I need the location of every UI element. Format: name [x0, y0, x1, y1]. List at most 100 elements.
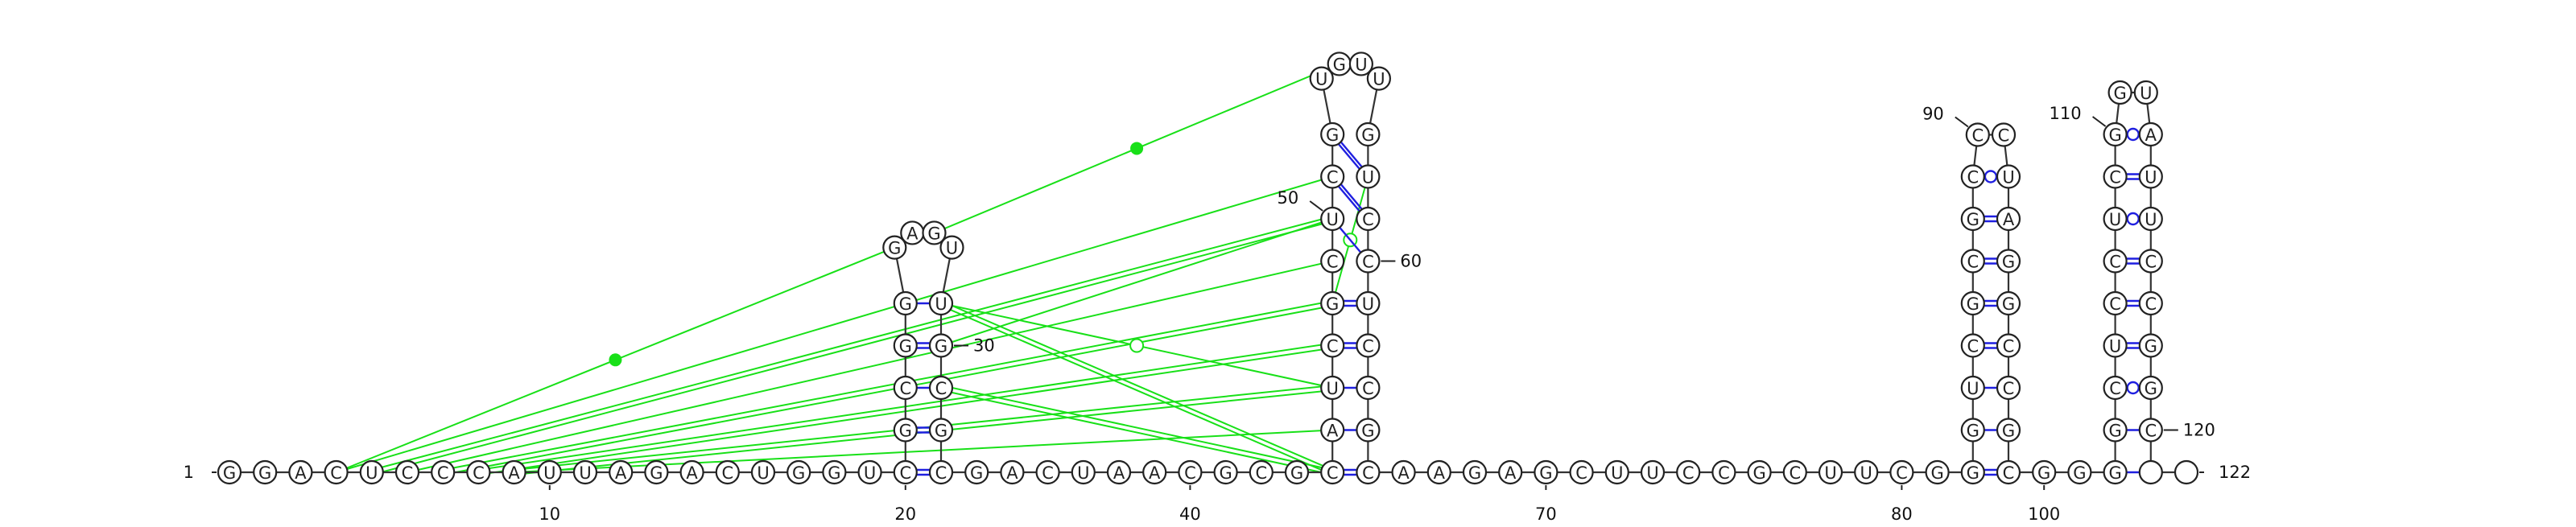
- nucleotide-letter: C: [2145, 422, 2157, 441]
- nucleotide: G: [893, 418, 918, 443]
- nucleotide: G: [1327, 51, 1352, 76]
- nucleotide-letter: U: [1646, 463, 1658, 483]
- nucleotide-circle: [2067, 459, 2092, 485]
- nucleotide: C: [1320, 459, 1345, 485]
- nucleotide-letter: C: [1967, 253, 1979, 272]
- nucleotide-circle: [1676, 459, 1701, 485]
- nucleotide: C: [466, 459, 491, 485]
- nucleotide-letter: G: [258, 463, 271, 483]
- nucleotide: G: [786, 459, 811, 485]
- nucleotide-circle: [2138, 121, 2163, 147]
- nucleotide-circle: [893, 375, 918, 401]
- nucleotide-letter: A: [1397, 463, 1410, 483]
- nucleotide-letter: C: [330, 463, 342, 483]
- nucleotide-letter: C: [899, 463, 911, 483]
- nucleotide-circle: [1711, 459, 1736, 485]
- nucleotide: G: [928, 418, 954, 443]
- position-number-label: 1: [184, 463, 194, 482]
- nucleotide-circle: [1213, 459, 1238, 485]
- nucleotide-circle: [928, 333, 954, 358]
- nucleotide: G: [1462, 459, 1488, 485]
- nucleotide: G: [1996, 249, 2021, 274]
- nucleotide-letter: G: [2145, 337, 2157, 356]
- nucleotide-circle: [2103, 459, 2128, 485]
- nucleotide-circle: [502, 459, 526, 485]
- nucleotide-circle: [1356, 418, 1381, 443]
- nucleotide-letter: C: [1718, 463, 1730, 483]
- nucleotide-circle: [1348, 51, 1373, 76]
- nucleotide-circle: [1178, 459, 1203, 485]
- nucleotide: G: [2107, 80, 2132, 105]
- nucleotide-circle: [1309, 66, 1334, 91]
- nucleotide: C: [431, 459, 456, 485]
- nucleotide-circle: [644, 459, 669, 485]
- nucleotide: G: [893, 290, 918, 316]
- position-number-label: 100: [2028, 504, 2060, 524]
- nucleotide-letter: U: [1967, 379, 1979, 398]
- nucleotide: C: [2103, 375, 2128, 401]
- nucleotide: C: [1320, 333, 1345, 358]
- nucleotide-circle: [1462, 459, 1488, 485]
- nucleotide-circle: [1996, 290, 2021, 316]
- nucleotide-letter: C: [2109, 379, 2121, 398]
- nucleotide-circle: [715, 459, 740, 485]
- nucleotide-letter: U: [1362, 294, 1374, 314]
- nucleotide-circle: [857, 459, 882, 485]
- nucleotide-letter: U: [1824, 463, 1836, 483]
- nucleotide-letter: U: [579, 463, 591, 483]
- nucleotide: U: [1320, 375, 1345, 401]
- nucleotide-letter: U: [1315, 70, 1327, 89]
- nucleotide: G: [2032, 459, 2057, 485]
- nucleotide-letter: A: [1505, 463, 1517, 483]
- nucleotide-letter: G: [2113, 84, 2126, 103]
- nucleotide-circle: [1996, 206, 2021, 232]
- nucleotide: C: [1960, 333, 1985, 358]
- nucleotide-letter: A: [1149, 463, 1161, 483]
- nucleotide-letter: C: [899, 379, 911, 398]
- nucleotide: C: [1711, 459, 1736, 485]
- tertiary-interaction-line: [940, 218, 1333, 347]
- nucleotide-circle: [1818, 459, 1843, 485]
- nucleotide-letter: U: [1327, 379, 1339, 398]
- nucleotide-letter: G: [2108, 463, 2121, 483]
- nucleotide-circle: [893, 333, 918, 358]
- nucleotide: U: [2138, 206, 2163, 232]
- nucleotide-circle: [288, 459, 313, 485]
- nucleotide-letter: C: [1896, 463, 1908, 483]
- nucleotide: A: [1426, 459, 1451, 485]
- nucleotide: U: [939, 235, 964, 260]
- nucleotide: C: [2138, 418, 2163, 443]
- nucleotide: C: [1356, 333, 1381, 358]
- nucleotide: C: [1960, 164, 1985, 189]
- nucleotide-circle: [1320, 249, 1345, 274]
- nucleotide-circle: [928, 290, 954, 316]
- nucleotide: G: [1925, 459, 1950, 485]
- nucleotide-circle: [1366, 66, 1391, 91]
- nucleotide: G: [1320, 121, 1345, 147]
- nucleotide-letter: C: [1789, 463, 1801, 483]
- position-number-label: 30: [973, 336, 995, 356]
- nucleotide-letter: C: [2003, 379, 2015, 398]
- nucleotide-letter: U: [2002, 168, 2014, 187]
- position-number-label: 20: [894, 504, 916, 524]
- nucleotide: C: [928, 459, 954, 485]
- nucleotide: G: [644, 459, 669, 485]
- position-number-label: 110: [2050, 104, 2082, 123]
- wobble-pair-marker: [2126, 127, 2140, 142]
- nucleotide: A: [502, 459, 526, 485]
- nucleotide-circle: [2103, 290, 2128, 316]
- nucleotide-circle: [1996, 249, 2021, 274]
- nucleotide-circle: [2138, 418, 2163, 443]
- nucleotide-letter: A: [2145, 126, 2157, 145]
- nucleotide-letter: C: [1682, 463, 1695, 483]
- nucleotide-circle: [1142, 459, 1167, 485]
- nucleotide-circle: [1498, 459, 1523, 485]
- nucleotide-circle: [2138, 249, 2163, 274]
- tertiary-interaction-line: [940, 385, 1333, 471]
- nucleotide-letter: U: [1077, 463, 1089, 483]
- nucleotide: A: [609, 459, 634, 485]
- nucleotide-letter: C: [1967, 337, 1979, 356]
- nucleotide-circle: [1569, 459, 1594, 485]
- nucleotide-letter: C: [1575, 463, 1587, 483]
